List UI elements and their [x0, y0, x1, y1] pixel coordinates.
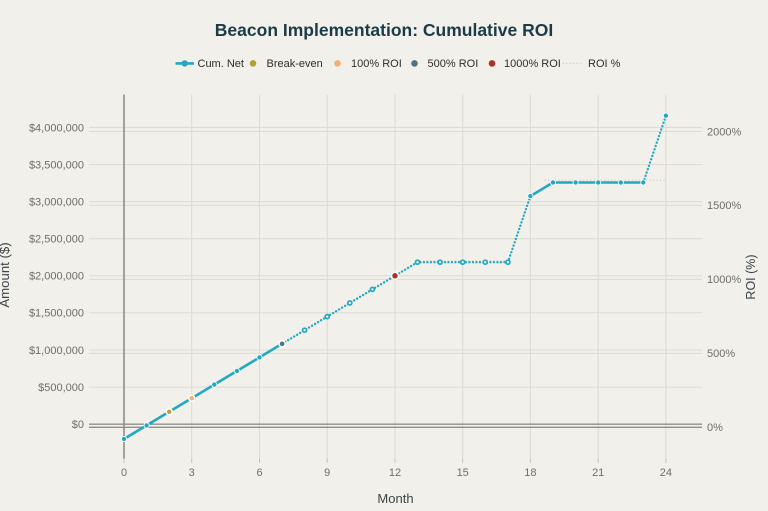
- svg-text:Month: Month: [377, 491, 413, 506]
- svg-text:1500%: 1500%: [707, 200, 741, 212]
- svg-text:6: 6: [256, 467, 262, 479]
- svg-text:Break-even: Break-even: [267, 58, 323, 70]
- svg-text:0: 0: [121, 467, 127, 479]
- svg-text:2000%: 2000%: [707, 126, 741, 138]
- svg-text:Beacon Implementation: Cumulat: Beacon Implementation: Cumulative ROI: [215, 20, 553, 40]
- svg-text:$500,000: $500,000: [38, 382, 84, 394]
- svg-text:$2,000,000: $2,000,000: [29, 271, 84, 283]
- svg-text:12: 12: [389, 467, 401, 479]
- svg-text:500%: 500%: [707, 348, 735, 360]
- svg-text:3: 3: [189, 467, 195, 479]
- svg-text:15: 15: [457, 467, 469, 479]
- svg-text:$0: $0: [72, 419, 84, 431]
- svg-text:9: 9: [324, 467, 330, 479]
- svg-text:$1,500,000: $1,500,000: [29, 308, 84, 320]
- svg-text:$3,500,000: $3,500,000: [29, 159, 84, 171]
- svg-text:24: 24: [660, 467, 672, 479]
- svg-text:100% ROI: 100% ROI: [351, 58, 402, 70]
- svg-text:0%: 0%: [707, 422, 723, 434]
- svg-text:$4,000,000: $4,000,000: [29, 122, 84, 134]
- svg-text:$1,000,000: $1,000,000: [29, 345, 84, 357]
- svg-text:18: 18: [524, 467, 536, 479]
- svg-text:Amount ($): Amount ($): [0, 242, 12, 307]
- svg-text:ROI (%): ROI (%): [744, 254, 758, 299]
- svg-text:ROI %: ROI %: [588, 58, 621, 70]
- svg-text:Cum. Net: Cum. Net: [198, 58, 244, 70]
- svg-text:1000%: 1000%: [707, 274, 741, 286]
- svg-text:500% ROI: 500% ROI: [428, 58, 479, 70]
- svg-text:$2,500,000: $2,500,000: [29, 234, 84, 246]
- svg-text:$3,000,000: $3,000,000: [29, 197, 84, 209]
- svg-text:1000% ROI: 1000% ROI: [504, 58, 561, 70]
- svg-text:21: 21: [592, 467, 604, 479]
